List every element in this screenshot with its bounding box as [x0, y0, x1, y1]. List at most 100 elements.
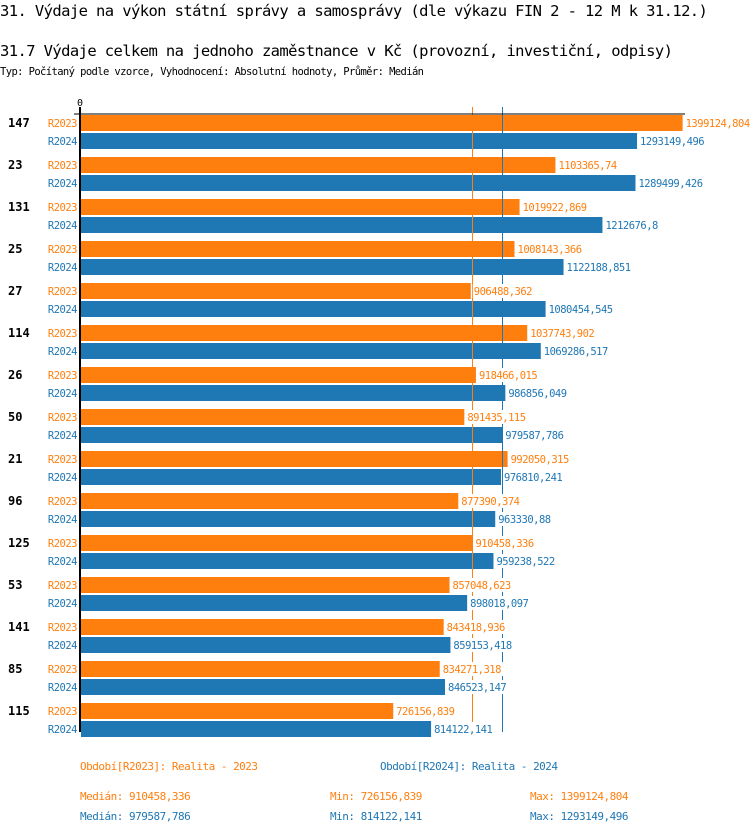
value-label: 963330,88 [498, 514, 551, 526]
bar-r2024 [81, 595, 468, 611]
value-label-bg [474, 536, 540, 550]
bar-r2023 [81, 199, 520, 215]
value-label-bg [637, 176, 709, 190]
value-label-bg [495, 554, 561, 568]
bar-r2024 [81, 385, 506, 401]
series-label: R2023 [48, 580, 77, 592]
bar-r2024 [81, 637, 451, 653]
bar-r2023 [81, 115, 683, 131]
axis: 0 [74, 98, 685, 732]
series-label: R2024 [48, 136, 77, 148]
category-label: 50 [8, 410, 22, 424]
bar-r2023 [81, 661, 440, 677]
series-label: R2024 [48, 640, 77, 652]
value-label-bg [460, 494, 526, 508]
value-labels: 147 R2023 1399124,804 R2024 1293149,496 23 R20… [8, 116, 750, 736]
category-label: 21 [8, 452, 22, 466]
min-r2024: Min: 814122,141 [330, 810, 422, 823]
value-label: 1289499,426 [638, 178, 702, 190]
value-label: 1019922,869 [523, 202, 587, 214]
value-label-bg [521, 200, 593, 214]
value-label: 1399124,804 [686, 118, 750, 130]
series-label: R2023 [48, 622, 77, 634]
bar-r2024 [81, 469, 502, 485]
max-r2023: Max: 1399124,804 [530, 790, 628, 803]
series-label: R2023 [48, 160, 77, 172]
series-label: R2023 [48, 118, 77, 130]
value-label-bg [433, 722, 499, 736]
value-label: 877390,374 [461, 496, 519, 508]
series-label: R2024 [48, 724, 77, 736]
value-label: 959238,522 [496, 556, 554, 568]
value-label: 846523,147 [448, 682, 506, 694]
category-label: 147 [8, 116, 30, 130]
bar-r2023 [81, 577, 450, 593]
series-label: R2023 [48, 454, 77, 466]
max-r2024: Max: 1293149,496 [530, 810, 628, 823]
value-label: 918466,015 [479, 370, 537, 382]
bar-r2023 [81, 283, 471, 299]
page-title: 31. Výdaje na výkon státní správy a samo… [0, 2, 708, 20]
series-label: R2023 [48, 286, 77, 298]
bar-r2023 [81, 409, 465, 425]
bar-r2023 [81, 325, 528, 341]
value-label: 906488,362 [474, 286, 532, 298]
bars-layer [81, 115, 683, 737]
value-label-bg [472, 284, 538, 298]
value-label: 976810,241 [504, 472, 562, 484]
value-label: 898018,097 [470, 598, 528, 610]
bar-r2024 [81, 217, 603, 233]
value-label-bg [447, 680, 513, 694]
value-label-bg [684, 116, 750, 130]
chart-title: 31.7 Výdaje celkem na jednoho zaměstnanc… [0, 42, 673, 60]
value-label-bg [451, 578, 517, 592]
value-label: 1212676,8 [605, 220, 658, 232]
bar-r2024 [81, 721, 432, 737]
series-label: R2024 [48, 598, 77, 610]
series-label: R2024 [48, 346, 77, 358]
bar-r2024 [81, 427, 503, 443]
value-label: 814122,141 [434, 724, 492, 736]
chart-description: Typ: Počítaný podle vzorce, Vyhodnocení:… [0, 66, 424, 78]
bar-r2024 [81, 133, 638, 149]
series-label: R2023 [48, 664, 77, 676]
value-label-bg [452, 638, 518, 652]
series-label: R2024 [48, 430, 77, 442]
value-label: 1069286,517 [544, 346, 608, 358]
series-label: R2024 [48, 388, 77, 400]
min-r2023: Min: 726156,839 [330, 790, 422, 803]
value-label-bg [477, 368, 543, 382]
value-label: 1037743,902 [530, 328, 594, 340]
value-label-bg [504, 428, 570, 442]
value-label-bg [542, 344, 615, 358]
series-label: R2023 [48, 496, 77, 508]
value-label: 891435,115 [467, 412, 525, 424]
bar-r2024 [81, 679, 446, 695]
bar-r2023 [81, 535, 473, 551]
value-label: 834271,318 [443, 664, 501, 676]
value-label-bg [604, 218, 664, 232]
series-label: R2023 [48, 328, 77, 340]
value-label-bg [469, 596, 535, 610]
value-label: 1122188,851 [567, 262, 631, 274]
median-r2023: Medián: 910458,336 [80, 790, 191, 803]
value-label-bg [466, 410, 532, 424]
bar-r2023 [81, 493, 459, 509]
bar-r2024 [81, 259, 564, 275]
category-label: 131 [8, 200, 30, 214]
bar-r2024 [81, 511, 496, 527]
category-label: 115 [8, 704, 30, 718]
series-label: R2023 [48, 244, 77, 256]
value-label-bg [565, 260, 637, 274]
series-label: R2023 [48, 538, 77, 550]
series-label: R2024 [48, 220, 77, 232]
series-label: R2024 [48, 556, 77, 568]
bar-r2024 [81, 301, 546, 317]
bar-r2023 [81, 703, 394, 719]
x-tick-label: 0 [77, 98, 83, 109]
value-label: 910458,336 [475, 538, 533, 550]
bar-r2024 [81, 343, 541, 359]
series-label: R2024 [48, 472, 77, 484]
value-label: 992050,315 [511, 454, 569, 466]
